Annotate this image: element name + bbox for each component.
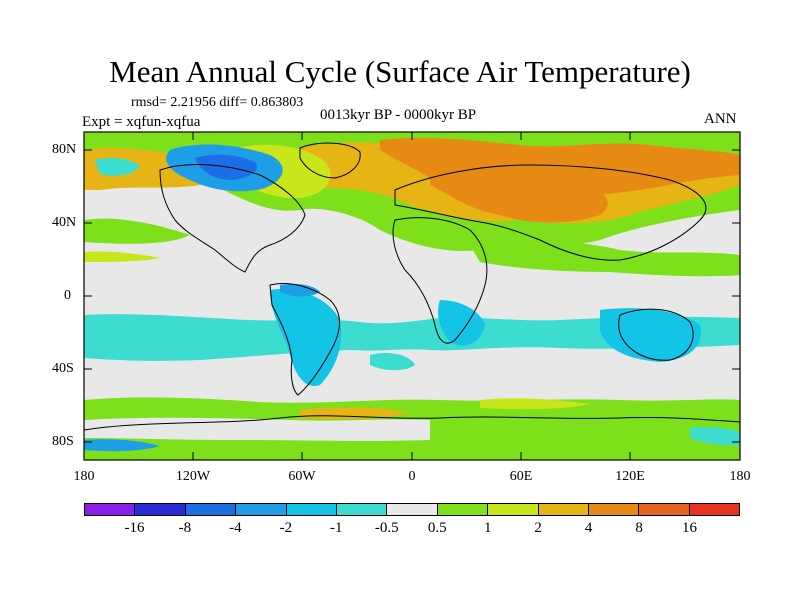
colorbar-box bbox=[185, 504, 237, 515]
temperature-field bbox=[84, 132, 740, 460]
coast-eurasia bbox=[394, 164, 707, 261]
colorbar-label: -8 bbox=[178, 520, 192, 536]
tick-marks bbox=[84, 132, 740, 460]
colorbar-box bbox=[387, 504, 438, 515]
colorbar-label: -2 bbox=[279, 520, 293, 536]
season-label: ANN bbox=[704, 111, 737, 127]
colorbar-box bbox=[639, 504, 690, 515]
coast-north-america bbox=[159, 164, 306, 273]
cooling-region-antarctic-east bbox=[690, 427, 740, 446]
colorbar-box bbox=[538, 504, 589, 515]
colorbar-box bbox=[689, 504, 740, 515]
lat-tick-80n: 80N bbox=[52, 142, 77, 157]
colorbar-label: -16 bbox=[124, 520, 145, 536]
cooling-region-south-america bbox=[270, 289, 342, 386]
colorbar-box bbox=[336, 504, 388, 515]
stats-label: rmsd= 2.21956 diff= 0.863803 bbox=[131, 95, 304, 110]
lon-tick-120e: 120E bbox=[615, 469, 645, 484]
colorbar-label: 8 bbox=[635, 520, 643, 536]
experiment-label: Expt = xqfun-xqfua bbox=[82, 114, 201, 130]
colorbar-box bbox=[437, 504, 489, 515]
cooling-region-south-atlantic bbox=[370, 353, 415, 371]
lon-tick-60e: 60E bbox=[509, 469, 533, 484]
cooling-region-bering bbox=[95, 158, 140, 176]
colorbar-label: 4 bbox=[584, 520, 593, 536]
colorbar-label: 2 bbox=[534, 520, 542, 536]
cooling-region-south-africa bbox=[438, 300, 485, 346]
colorbar-label: -4 bbox=[229, 520, 242, 536]
colorbar-label: 0.5 bbox=[427, 520, 447, 536]
map-title: Mean Annual Cycle (Surface Air Temperatu… bbox=[109, 54, 691, 89]
warming-region-tropics-asia bbox=[470, 240, 740, 277]
colorbar-label: -1 bbox=[330, 520, 343, 536]
lon-tick-60w: 60W bbox=[288, 469, 316, 484]
period-label: 0013kyr BP - 0000kyr BP bbox=[320, 107, 477, 123]
coast-south-america bbox=[269, 282, 340, 396]
coastlines bbox=[83, 142, 741, 431]
cooling-region-ross bbox=[84, 439, 160, 452]
coast-australia bbox=[618, 308, 694, 361]
colorbar-box bbox=[135, 504, 186, 515]
colorbar-box bbox=[236, 504, 287, 515]
warming-region-north-pacific bbox=[84, 218, 190, 244]
cooling-region-australia bbox=[600, 308, 701, 362]
lon-tick-180e: 180 bbox=[729, 469, 751, 484]
lat-tick-80s: 80S bbox=[52, 434, 74, 449]
colorbar-label: 1 bbox=[483, 520, 492, 536]
lat-tick-eq: 0 bbox=[64, 288, 71, 303]
coast-africa bbox=[392, 217, 488, 344]
warming-region-indian-ocean bbox=[480, 398, 590, 410]
warming-region-central-asia bbox=[430, 167, 608, 223]
cooling-region-amazon bbox=[280, 283, 320, 297]
cooling-region-south-band bbox=[84, 314, 740, 361]
colorbar-box bbox=[588, 504, 640, 515]
colorbar-box bbox=[85, 504, 136, 515]
cooling-region-canada-core bbox=[195, 154, 258, 180]
colorbar-box bbox=[286, 504, 337, 515]
colorbar-label: 16 bbox=[682, 520, 698, 536]
colorbar-label: -0.5 bbox=[374, 520, 399, 536]
colorbar-box bbox=[488, 504, 539, 515]
neutral-region-antarctic-a bbox=[84, 417, 430, 441]
lat-tick-40n: 40N bbox=[52, 215, 77, 230]
coast-antarctica bbox=[83, 415, 741, 431]
lon-tick-120w: 120W bbox=[175, 469, 211, 484]
warming-region-pacific-stripe bbox=[84, 251, 160, 262]
colorbar bbox=[84, 503, 740, 516]
lon-tick-180w: 180 bbox=[73, 469, 95, 484]
lat-tick-40s: 40S bbox=[52, 361, 74, 376]
coast-greenland bbox=[299, 142, 361, 179]
lon-tick-0: 0 bbox=[408, 469, 416, 484]
